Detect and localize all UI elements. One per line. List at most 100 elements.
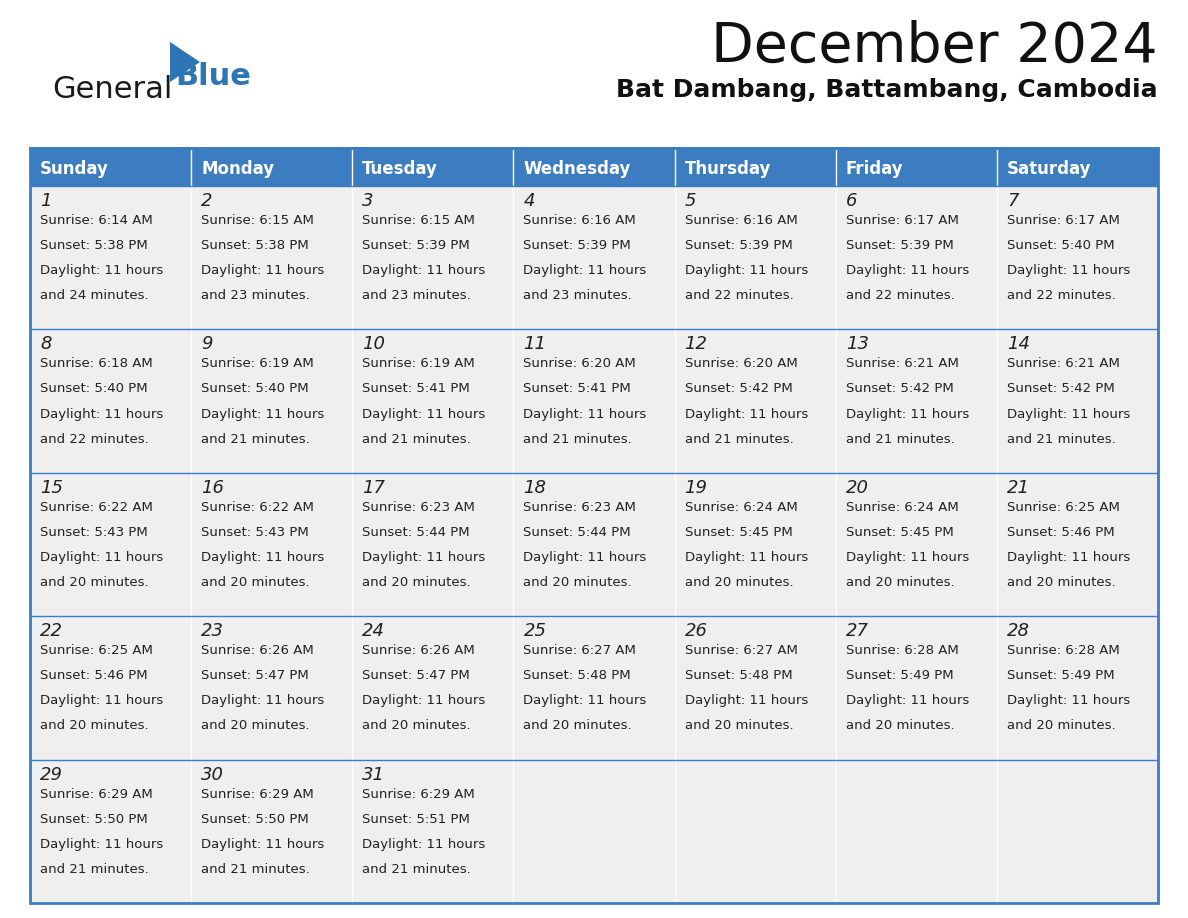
Text: Sunset: 5:50 PM: Sunset: 5:50 PM <box>201 812 309 825</box>
Text: Sunrise: 6:21 AM: Sunrise: 6:21 AM <box>1007 357 1120 370</box>
Text: 16: 16 <box>201 479 225 497</box>
Bar <box>675 473 835 616</box>
Text: Daylight: 11 hours: Daylight: 11 hours <box>684 408 808 420</box>
Text: and 22 minutes.: and 22 minutes. <box>684 289 794 302</box>
Bar <box>835 148 997 186</box>
Text: Sunset: 5:46 PM: Sunset: 5:46 PM <box>1007 526 1114 539</box>
Bar <box>191 148 353 186</box>
Text: and 20 minutes.: and 20 minutes. <box>524 720 632 733</box>
Text: Daylight: 11 hours: Daylight: 11 hours <box>40 694 163 708</box>
Bar <box>997 759 1158 903</box>
Text: and 23 minutes.: and 23 minutes. <box>524 289 632 302</box>
Text: Sunrise: 6:23 AM: Sunrise: 6:23 AM <box>362 501 475 514</box>
Text: Daylight: 11 hours: Daylight: 11 hours <box>201 264 324 277</box>
Text: Sunrise: 6:29 AM: Sunrise: 6:29 AM <box>201 788 314 800</box>
Bar <box>30 759 191 903</box>
Text: and 20 minutes.: and 20 minutes. <box>684 720 794 733</box>
Text: Tuesday: Tuesday <box>362 160 438 178</box>
Text: Sunrise: 6:22 AM: Sunrise: 6:22 AM <box>40 501 153 514</box>
Text: 31: 31 <box>362 766 385 784</box>
Text: Sunset: 5:39 PM: Sunset: 5:39 PM <box>362 239 470 252</box>
Bar <box>997 186 1158 330</box>
Text: Sunset: 5:38 PM: Sunset: 5:38 PM <box>40 239 147 252</box>
Text: Sunrise: 6:16 AM: Sunrise: 6:16 AM <box>684 214 797 227</box>
Text: and 21 minutes.: and 21 minutes. <box>524 432 632 445</box>
Text: and 21 minutes.: and 21 minutes. <box>846 432 954 445</box>
Text: Daylight: 11 hours: Daylight: 11 hours <box>684 264 808 277</box>
Text: Sunrise: 6:20 AM: Sunrise: 6:20 AM <box>684 357 797 370</box>
Text: and 20 minutes.: and 20 minutes. <box>846 720 954 733</box>
Text: 25: 25 <box>524 622 546 640</box>
Bar <box>30 148 1158 903</box>
Text: Daylight: 11 hours: Daylight: 11 hours <box>40 838 163 851</box>
Text: Sunrise: 6:27 AM: Sunrise: 6:27 AM <box>684 644 797 657</box>
Bar <box>30 186 191 330</box>
Text: Sunset: 5:43 PM: Sunset: 5:43 PM <box>201 526 309 539</box>
Text: Sunrise: 6:16 AM: Sunrise: 6:16 AM <box>524 214 637 227</box>
Text: 11: 11 <box>524 335 546 353</box>
Text: Sunset: 5:47 PM: Sunset: 5:47 PM <box>201 669 309 682</box>
Text: Sunrise: 6:24 AM: Sunrise: 6:24 AM <box>846 501 959 514</box>
Text: Daylight: 11 hours: Daylight: 11 hours <box>1007 694 1130 708</box>
Text: and 20 minutes.: and 20 minutes. <box>524 577 632 589</box>
Text: December 2024: December 2024 <box>712 20 1158 74</box>
Bar <box>513 759 675 903</box>
Bar <box>675 330 835 473</box>
Bar <box>353 186 513 330</box>
Text: Daylight: 11 hours: Daylight: 11 hours <box>1007 551 1130 564</box>
Bar <box>997 330 1158 473</box>
Text: and 21 minutes.: and 21 minutes. <box>201 432 310 445</box>
Text: Sunset: 5:45 PM: Sunset: 5:45 PM <box>684 526 792 539</box>
Bar <box>835 186 997 330</box>
Text: 15: 15 <box>40 479 63 497</box>
Text: and 20 minutes.: and 20 minutes. <box>201 720 310 733</box>
Text: Sunrise: 6:15 AM: Sunrise: 6:15 AM <box>362 214 475 227</box>
Text: Sunset: 5:39 PM: Sunset: 5:39 PM <box>684 239 792 252</box>
Text: Daylight: 11 hours: Daylight: 11 hours <box>684 551 808 564</box>
Text: Sunset: 5:47 PM: Sunset: 5:47 PM <box>362 669 470 682</box>
Text: 30: 30 <box>201 766 225 784</box>
Text: General: General <box>52 75 172 104</box>
Text: Daylight: 11 hours: Daylight: 11 hours <box>846 694 969 708</box>
Text: Daylight: 11 hours: Daylight: 11 hours <box>362 408 486 420</box>
Text: Daylight: 11 hours: Daylight: 11 hours <box>362 264 486 277</box>
Text: 9: 9 <box>201 335 213 353</box>
Text: Sunset: 5:49 PM: Sunset: 5:49 PM <box>846 669 953 682</box>
Text: Sunrise: 6:15 AM: Sunrise: 6:15 AM <box>201 214 314 227</box>
Text: Sunset: 5:43 PM: Sunset: 5:43 PM <box>40 526 147 539</box>
Text: and 23 minutes.: and 23 minutes. <box>362 289 470 302</box>
Text: Monday: Monday <box>201 160 274 178</box>
Bar <box>513 148 675 186</box>
Text: 17: 17 <box>362 479 385 497</box>
Bar <box>353 616 513 759</box>
Text: 27: 27 <box>846 622 868 640</box>
Bar <box>997 616 1158 759</box>
Text: 5: 5 <box>684 192 696 210</box>
Text: 21: 21 <box>1007 479 1030 497</box>
Text: and 21 minutes.: and 21 minutes. <box>362 432 470 445</box>
Bar <box>191 616 353 759</box>
Text: 22: 22 <box>40 622 63 640</box>
Bar <box>513 186 675 330</box>
Text: Sunset: 5:39 PM: Sunset: 5:39 PM <box>524 239 631 252</box>
Bar <box>513 473 675 616</box>
Bar <box>30 473 191 616</box>
Text: Sunrise: 6:17 AM: Sunrise: 6:17 AM <box>846 214 959 227</box>
Text: Sunset: 5:50 PM: Sunset: 5:50 PM <box>40 812 147 825</box>
Text: 26: 26 <box>684 622 708 640</box>
Text: Sunrise: 6:27 AM: Sunrise: 6:27 AM <box>524 644 637 657</box>
Text: Sunrise: 6:26 AM: Sunrise: 6:26 AM <box>201 644 314 657</box>
Text: Sunset: 5:42 PM: Sunset: 5:42 PM <box>1007 383 1114 396</box>
Bar <box>675 186 835 330</box>
Text: and 20 minutes.: and 20 minutes. <box>1007 720 1116 733</box>
Text: Sunrise: 6:24 AM: Sunrise: 6:24 AM <box>684 501 797 514</box>
Text: Wednesday: Wednesday <box>524 160 631 178</box>
Text: 13: 13 <box>846 335 868 353</box>
Text: Daylight: 11 hours: Daylight: 11 hours <box>40 551 163 564</box>
Text: 3: 3 <box>362 192 374 210</box>
Text: and 23 minutes.: and 23 minutes. <box>201 289 310 302</box>
Text: Sunset: 5:42 PM: Sunset: 5:42 PM <box>846 383 954 396</box>
Text: Sunset: 5:44 PM: Sunset: 5:44 PM <box>524 526 631 539</box>
Text: and 20 minutes.: and 20 minutes. <box>684 577 794 589</box>
Bar <box>191 330 353 473</box>
